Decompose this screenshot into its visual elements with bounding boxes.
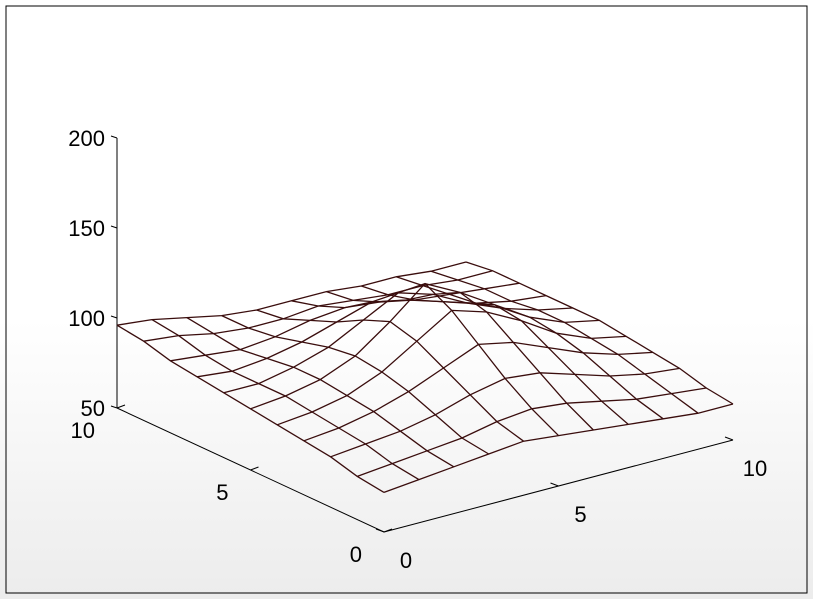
mesh-column-line — [221, 315, 490, 455]
axes-group — [110, 135, 734, 533]
surface-mesh — [116, 261, 734, 494]
figure-border — [5, 5, 808, 594]
mesh-row-line — [357, 387, 707, 478]
x-tick — [724, 436, 734, 441]
mesh-column-line — [151, 319, 420, 481]
x-tick-label: 0 — [400, 548, 412, 573]
mesh-column-line — [361, 285, 629, 425]
y-tick-label: 0 — [350, 542, 362, 567]
mesh-column-line — [256, 309, 524, 442]
z-tick — [110, 315, 118, 319]
mesh-column-line — [430, 270, 699, 414]
y-tick — [250, 466, 259, 471]
z-tick — [110, 225, 118, 229]
x-tick-label: 5 — [574, 502, 586, 527]
x-tick — [375, 528, 385, 533]
z-tick-label: 150 — [68, 216, 105, 241]
mesh-row-line — [383, 403, 734, 494]
mesh-column-line — [116, 324, 385, 493]
x-tick-label: 10 — [743, 456, 767, 481]
y-tick — [116, 404, 126, 409]
z-tick-label: 200 — [68, 126, 105, 151]
mesh-row-line — [223, 292, 573, 394]
z-tick-label: 50 — [81, 396, 105, 421]
x-tick — [550, 482, 559, 487]
z-tick — [110, 135, 118, 139]
mesh-row-line — [330, 367, 680, 458]
z-tick — [110, 405, 118, 409]
mesh-column-line — [465, 261, 734, 405]
z-tick-label: 100 — [68, 306, 105, 331]
mesh-column-line — [395, 276, 664, 420]
mesh-column-line — [326, 290, 594, 431]
mesh-column-line — [186, 317, 455, 468]
y-tick — [383, 528, 393, 533]
y-tick-label: 10 — [71, 418, 95, 443]
y-tick-label: 5 — [216, 480, 228, 505]
mesh-column-line — [291, 282, 559, 437]
